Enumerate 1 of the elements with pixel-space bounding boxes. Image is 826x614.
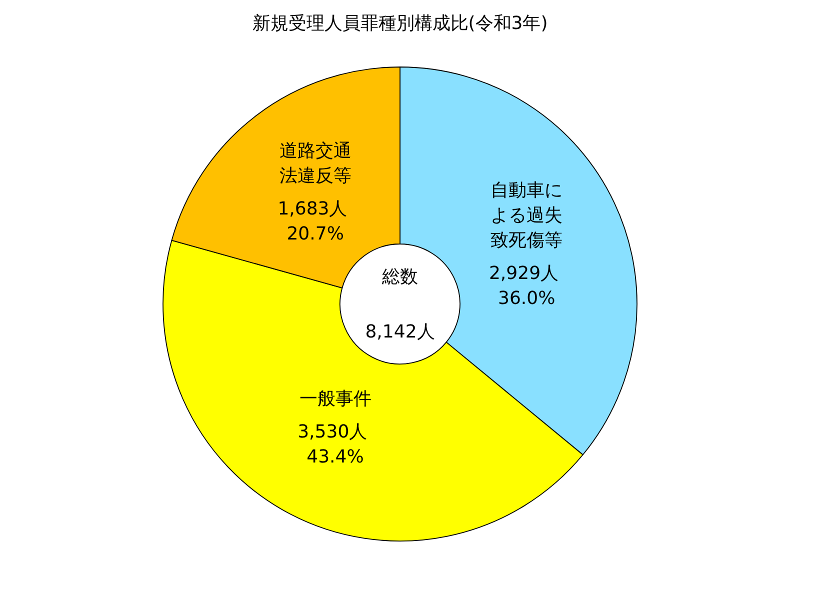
title: 新規受理人員罪種別構成比(令和3年) <box>252 13 548 34</box>
